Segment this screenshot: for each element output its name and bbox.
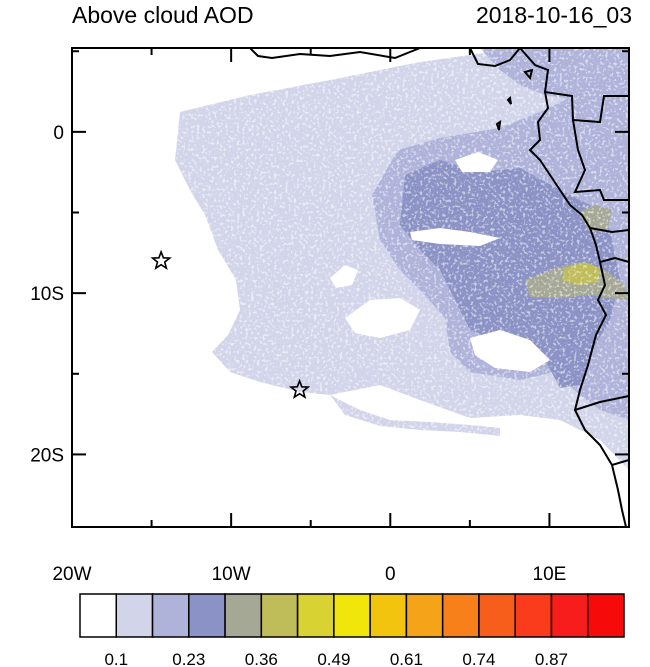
colorbar-swatch (115, 593, 154, 638)
colorbar-swatch (296, 593, 335, 638)
colorbar-swatch (151, 593, 190, 638)
x-tick-label: 20W (52, 564, 91, 585)
colorbar-label: 0.61 (390, 650, 423, 667)
y-tick-label: 10S (30, 284, 64, 305)
colorbar-swatch (369, 593, 408, 638)
colorbar-swatch (478, 593, 516, 638)
coast-africa (519, 48, 627, 527)
border-1 (544, 91, 629, 124)
x-tick-label: 10W (212, 564, 251, 585)
border-6 (611, 459, 629, 466)
colorbar-swatch (224, 593, 263, 638)
island-1 (523, 68, 534, 81)
colorbar-label: 0.23 (172, 650, 205, 667)
map-title: Above cloud AOD (72, 2, 254, 28)
colorbar-label: 0.74 (462, 650, 495, 667)
colorbar-label: 0.49 (317, 650, 350, 667)
colorbar-swatch (333, 593, 371, 638)
border-4 (599, 256, 629, 263)
star-marker-2 (288, 378, 311, 400)
x-tick-label: 0 (385, 564, 396, 585)
coast-north (249, 48, 421, 60)
colorbar-swatch (188, 593, 226, 638)
island-3 (506, 95, 512, 105)
island-2 (495, 119, 502, 131)
axis-tick-labels: 20W 10W 0 10E 0 10S 20S (30, 123, 566, 585)
y-tick-label: 20S (30, 445, 64, 466)
plot-frame (71, 47, 630, 528)
colorbar-label: 0.36 (245, 650, 278, 667)
star-marker-1 (150, 249, 172, 271)
border-2 (572, 119, 629, 201)
axis-ticks (71, 48, 630, 527)
colorbar-swatch (405, 593, 444, 638)
x-tick-label: 10E (533, 564, 567, 585)
map-timestamp: 2018-10-16_03 (475, 2, 632, 28)
border-3 (589, 227, 629, 234)
colorbar-label: 0.1 (104, 650, 128, 667)
colorbar-swatch (514, 593, 553, 638)
colorbar-swatch (79, 593, 118, 638)
colorbar-label: 0.87 (535, 650, 568, 667)
coastline (249, 48, 629, 527)
aod-field (72, 48, 629, 527)
colorbar-swatch (441, 593, 480, 638)
colorbar-swatch (550, 593, 589, 638)
colorbar-swatch (586, 593, 625, 638)
y-tick-label: 0 (53, 123, 64, 144)
station-markers (150, 249, 311, 400)
colorbar: 0.1 0.23 0.36 0.49 0.61 0.74 0.87 (79, 593, 625, 667)
coast-north-2 (469, 48, 521, 68)
colorbar-swatch (260, 593, 299, 638)
speckle-texture (72, 48, 629, 527)
border-5 (574, 395, 629, 411)
